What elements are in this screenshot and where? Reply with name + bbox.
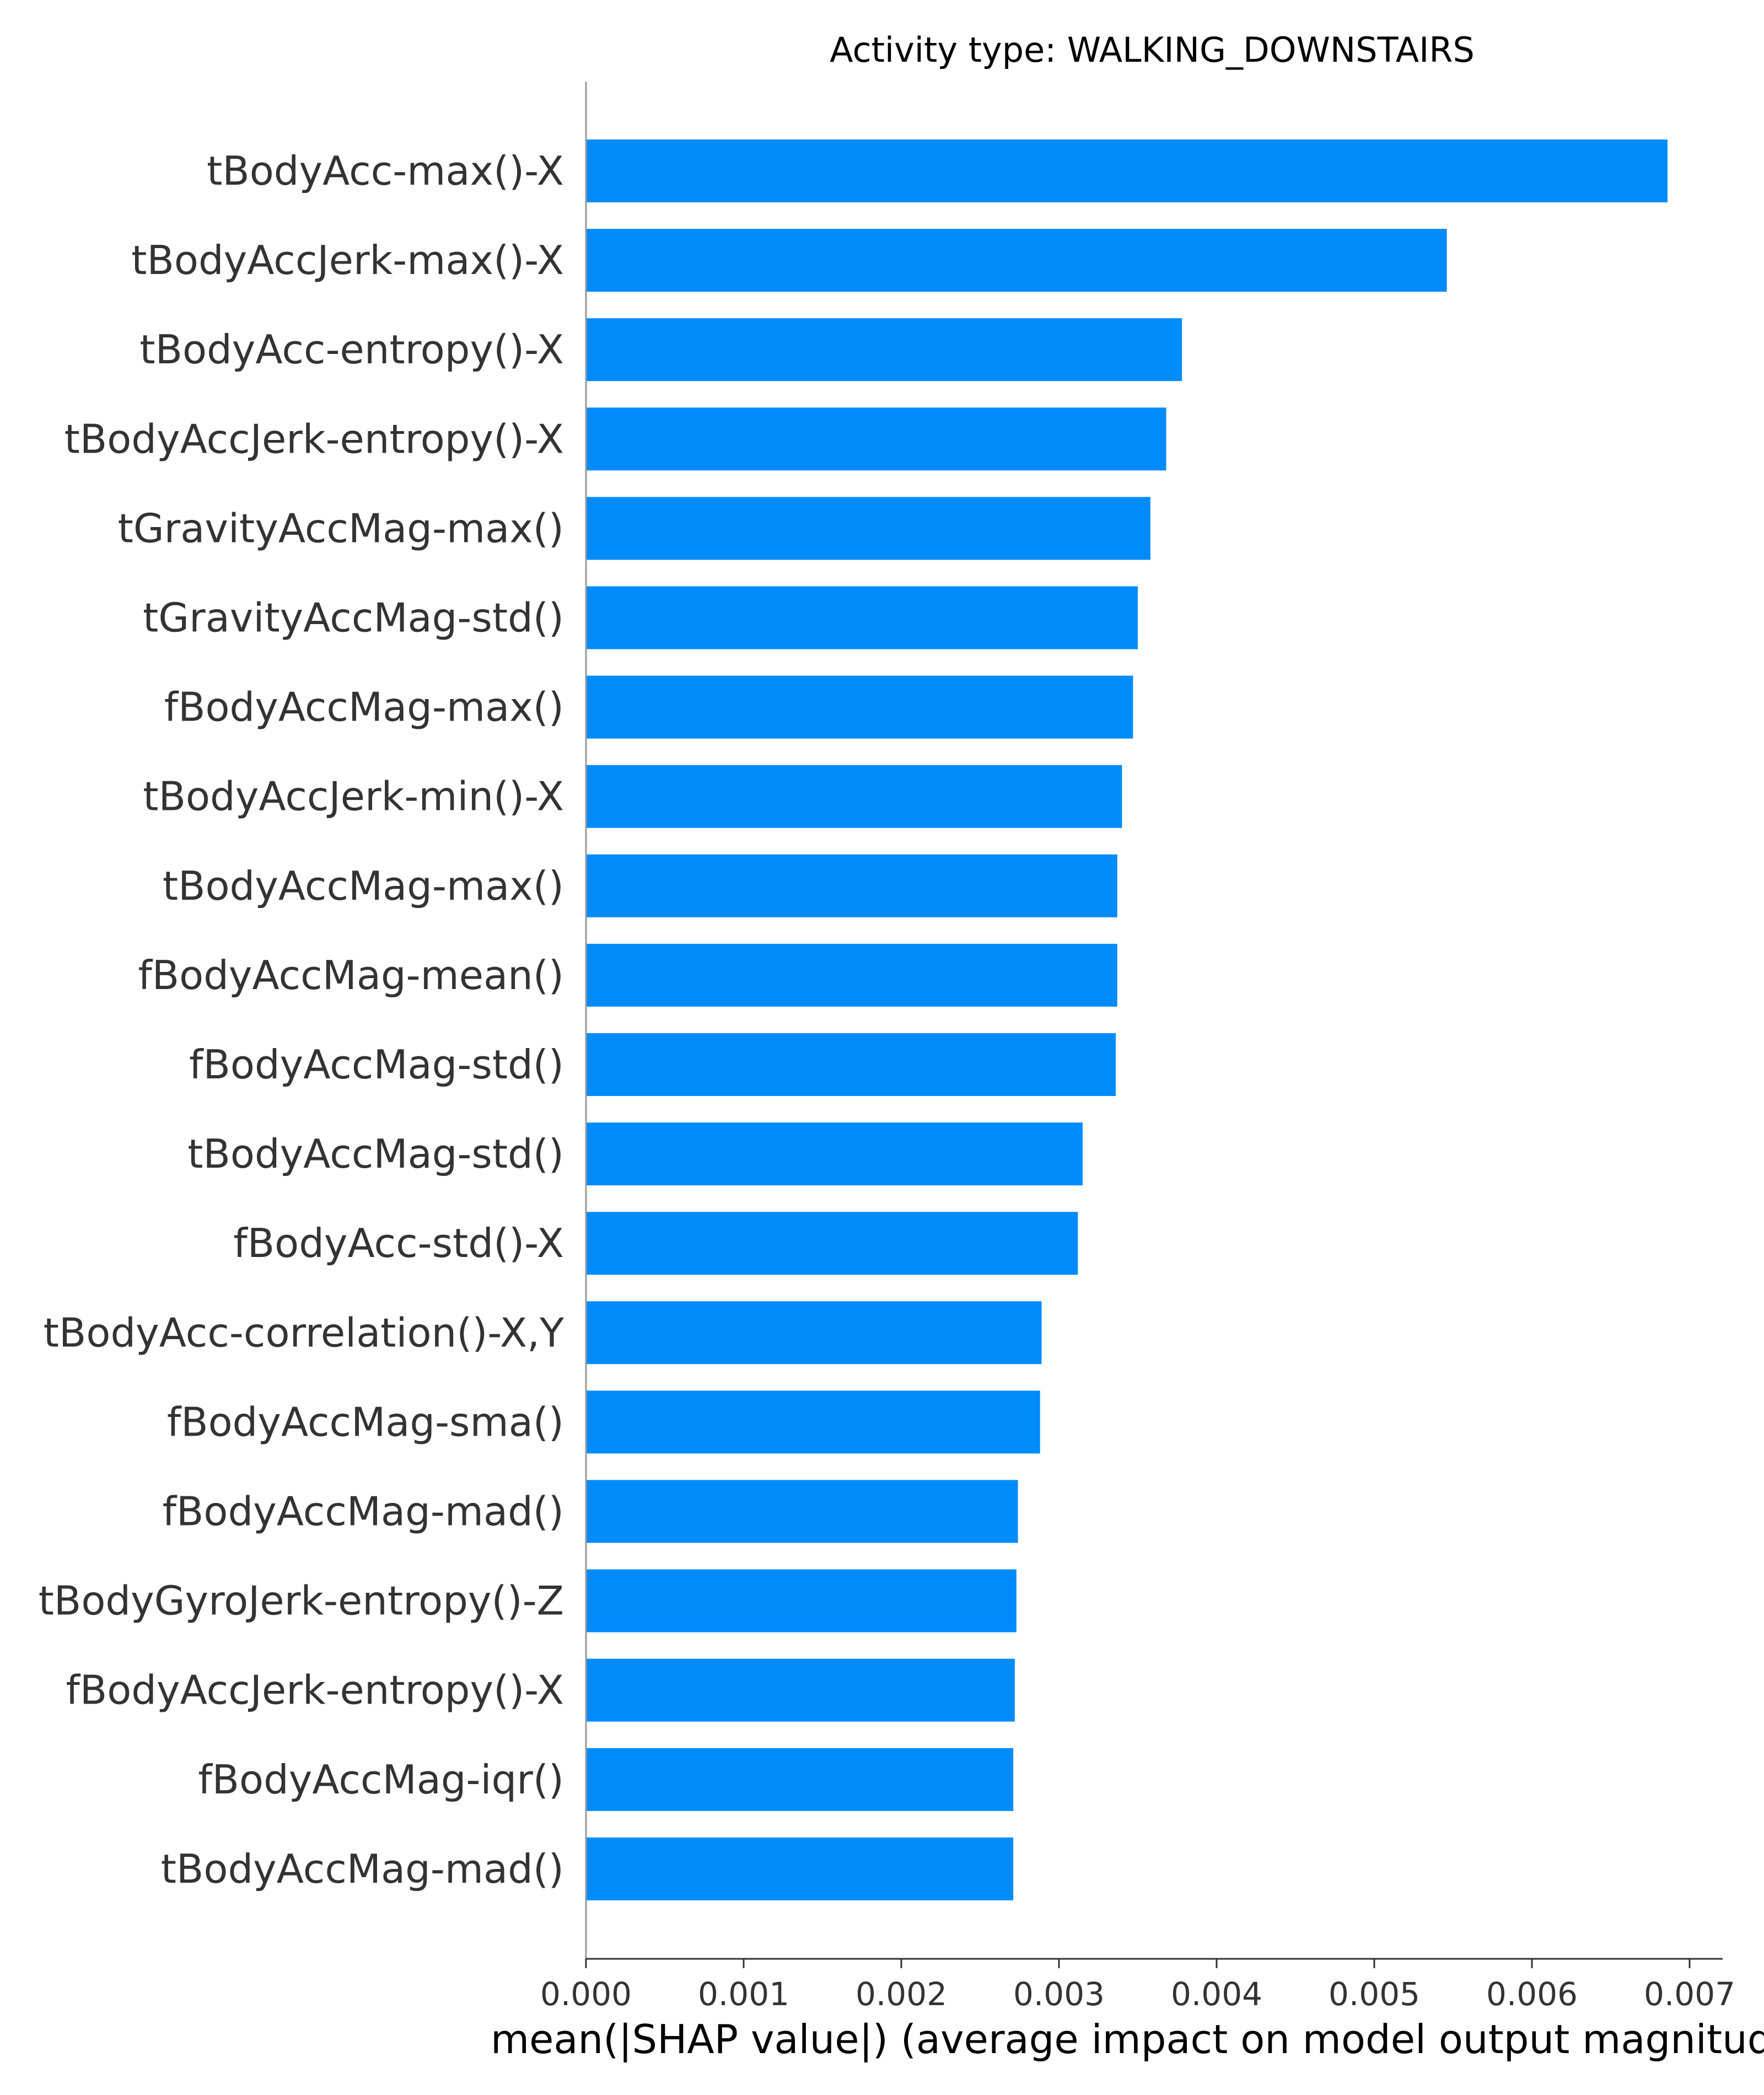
- bar-14: [586, 1390, 1040, 1454]
- bar-17: [586, 1658, 1015, 1722]
- feature-label-12: fBodyAcc-std()-X: [233, 1220, 564, 1266]
- feature-label-16: tBodyGyroJerk-entropy()-Z: [39, 1578, 564, 1624]
- bar-3: [586, 407, 1166, 471]
- bar-19: [586, 1837, 1014, 1900]
- bar-11: [586, 1122, 1083, 1186]
- x-tick-label-5: 0.005: [1329, 1975, 1420, 2013]
- x-tick-label-1: 0.001: [698, 1975, 789, 2013]
- bar-13: [586, 1301, 1042, 1365]
- bar-6: [586, 675, 1133, 739]
- feature-label-4: tGravityAccMag-max(): [118, 505, 564, 551]
- x-tick-label-2: 0.002: [856, 1975, 947, 2013]
- x-tick-label-6: 0.006: [1486, 1975, 1578, 2013]
- x-tick-label-7: 0.007: [1644, 1975, 1735, 2013]
- x-axis-label: mean(|SHAP value|) (average impact on mo…: [491, 2016, 1764, 2063]
- feature-label-13: tBodyAcc-correlation()-X,Y: [44, 1309, 564, 1356]
- feature-label-3: tBodyAccJerk-entropy()-X: [64, 416, 564, 462]
- feature-label-9: fBodyAccMag-mean(): [138, 952, 564, 998]
- feature-label-6: fBodyAccMag-max(): [164, 684, 564, 730]
- bar-9: [586, 943, 1117, 1007]
- bar-7: [586, 765, 1122, 828]
- feature-labels-group: tBodyAcc-max()-X tBodyAccJerk-max()-X tBod…: [39, 148, 564, 1892]
- feature-label-19: tBodyAccMag-mad(): [161, 1846, 564, 1892]
- bar-4: [586, 497, 1150, 560]
- bars-group: [586, 139, 1668, 1900]
- bar-18: [586, 1748, 1014, 1811]
- x-tick-label-4: 0.004: [1171, 1975, 1262, 2013]
- bar-1: [586, 229, 1447, 292]
- feature-label-15: fBodyAccMag-mad(): [163, 1489, 564, 1535]
- chart-title: Activity type: WALKING_DOWNSTAIRS: [830, 30, 1475, 70]
- feature-label-17: fBodyAccJerk-entropy()-X: [66, 1667, 564, 1713]
- bar-12: [586, 1212, 1078, 1275]
- feature-label-11: tBodyAccMag-std(): [187, 1131, 564, 1177]
- x-tick-label-0: 0.000: [540, 1975, 632, 2013]
- feature-label-18: fBodyAccMag-iqr(): [198, 1756, 564, 1803]
- feature-label-0: tBodyAcc-max()-X: [207, 148, 564, 194]
- bar-0: [586, 139, 1668, 202]
- feature-label-5: tGravityAccMag-std(): [143, 595, 564, 641]
- bar-15: [586, 1480, 1018, 1543]
- feature-label-2: tBodyAcc-entropy()-X: [139, 326, 564, 373]
- feature-label-1: tBodyAccJerk-max()-X: [131, 237, 564, 283]
- feature-label-14: fBodyAccMag-sma(): [167, 1399, 564, 1445]
- bar-5: [586, 586, 1138, 649]
- feature-label-10: fBodyAccMag-std(): [189, 1041, 564, 1088]
- bar-8: [586, 854, 1117, 917]
- feature-label-7: tBodyAccJerk-min()-X: [143, 773, 564, 820]
- bar-16: [586, 1569, 1017, 1632]
- bar-10: [586, 1033, 1116, 1096]
- x-tick-label-3: 0.003: [1013, 1975, 1105, 2013]
- x-ticks-group: 0.000 0.001 0.002 0.003 0.004 0.005 0.006 0.007: [540, 1959, 1735, 2013]
- bar-2: [586, 318, 1182, 382]
- feature-label-8: tBodyAccMag-max(): [163, 863, 564, 909]
